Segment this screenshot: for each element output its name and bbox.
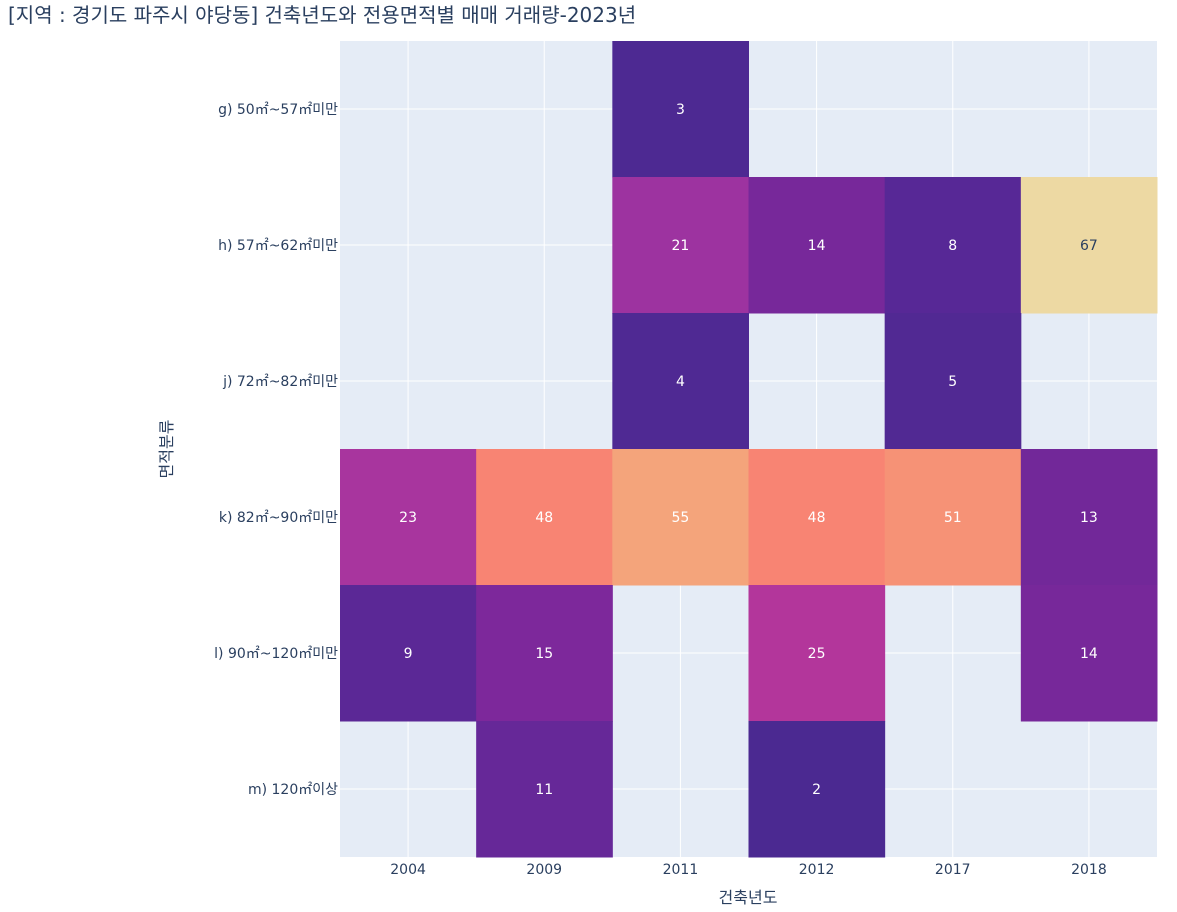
x-tick-label: 2012 (799, 862, 835, 878)
y-tick-label: j) 72㎡~82㎡미만 (222, 374, 338, 390)
cell-value-label: 11 (535, 782, 553, 798)
cell-value-label: 9 (404, 646, 413, 662)
heatmap-cell (748, 585, 886, 722)
heatmap-cell (612, 313, 749, 450)
x-tick-label: 2009 (526, 862, 562, 878)
cell-value-label: 3 (676, 102, 685, 118)
cell-value-label: 51 (944, 510, 962, 526)
heatmap-cell (748, 449, 886, 586)
heatmap-cell (340, 585, 477, 722)
x-tick-label: 2011 (663, 862, 699, 878)
cell-value-label: 14 (1080, 646, 1098, 662)
heatmap-cell (612, 41, 749, 178)
cell-value-label: 8 (948, 238, 957, 254)
y-axis-ticks: g) 50㎡~57㎡미만 h) 57㎡~62㎡미만 j) 72㎡~82㎡미만 k) 8… (214, 102, 338, 798)
heatmap-cell (476, 449, 613, 586)
heatmap-cell (884, 313, 1022, 450)
cell-value-label: 67 (1080, 238, 1098, 254)
cell-value-label: 21 (672, 238, 690, 254)
cell-value-label: 55 (672, 510, 690, 526)
cell-value-label: 13 (1080, 510, 1098, 526)
cell-value-label: 2 (812, 782, 821, 798)
chart-title: [지역 : 경기도 파주시 야당동] 건축년도와 전용면적별 매매 거래량-20… (8, 3, 636, 27)
x-tick-label: 2017 (935, 862, 971, 878)
heatmap-cell (612, 449, 749, 586)
cell-value-label: 15 (535, 646, 553, 662)
y-axis-title: 면적분류 (157, 420, 176, 479)
x-axis-title: 건축년도 (719, 888, 778, 907)
y-tick-label: h) 57㎡~62㎡미만 (218, 238, 338, 254)
cell-value-label: 48 (808, 510, 826, 526)
heatmap-cell (476, 721, 613, 858)
cell-value-label: 48 (535, 510, 553, 526)
heatmap-cell (612, 177, 749, 314)
heatmap-cells (340, 41, 1158, 858)
y-tick-label: k) 82㎡~90㎡미만 (219, 510, 338, 526)
x-tick-label: 2018 (1071, 862, 1107, 878)
heatmap-cell (476, 585, 613, 722)
heatmap-cell (1020, 449, 1158, 586)
heatmap-cell (340, 449, 477, 586)
cell-value-label: 5 (948, 374, 957, 390)
x-axis-ticks: 2004 2009 2011 2012 2017 2018 (390, 862, 1106, 878)
cell-value-label: 14 (808, 238, 826, 254)
cell-value-label: 23 (399, 510, 417, 526)
heatmap-cell (884, 177, 1022, 314)
y-tick-label: l) 90㎡~120㎡미만 (214, 646, 338, 662)
heatmap-cell (748, 721, 886, 858)
heatmap-cell (1020, 585, 1158, 722)
y-tick-label: m) 120㎡이상 (248, 782, 338, 798)
cell-value-label: 4 (676, 374, 685, 390)
y-tick-label: g) 50㎡~57㎡미만 (218, 102, 338, 118)
cell-value-label: 25 (808, 646, 826, 662)
heatmap-cell (884, 449, 1022, 586)
x-tick-label: 2004 (390, 862, 426, 878)
heatmap-cell (748, 177, 886, 314)
heatmap-cell (1020, 177, 1158, 314)
